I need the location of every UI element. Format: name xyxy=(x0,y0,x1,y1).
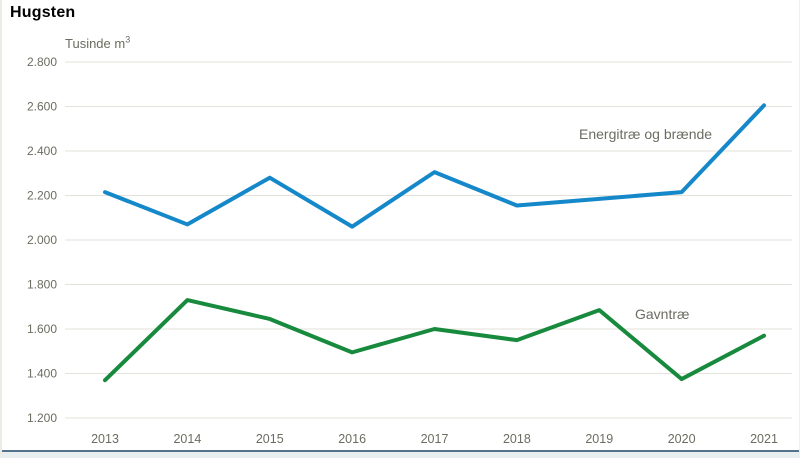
x-axis-tick-labels-group: 2013 2014 2015 2016 2017 2018 2019 2020 2021 xyxy=(91,432,778,446)
gridlines-group xyxy=(65,61,792,419)
y-tick-label: 1.200 xyxy=(27,411,57,425)
y-tick-label: 2.600 xyxy=(27,100,57,114)
y-tick-label: 2.000 xyxy=(27,233,57,247)
chart-title: Hugsten xyxy=(10,4,76,21)
x-tick-label: 2013 xyxy=(91,432,119,446)
series-line-energitr-og-br-nde xyxy=(103,103,766,229)
x-tick-label: 2015 xyxy=(256,432,284,446)
x-tick-label: 2018 xyxy=(503,432,531,446)
unit-text: Tusinde m xyxy=(65,36,126,51)
x-tick-label: 2019 xyxy=(585,432,613,446)
y-tick-label: 1.600 xyxy=(27,322,57,336)
y-tick-label: 1.400 xyxy=(27,367,57,381)
series-lines-group xyxy=(103,103,766,383)
series-label-energitrae-og-braende: Energitræ og brænde xyxy=(579,126,713,142)
series-label-gavntrae: Gavntræ xyxy=(635,306,690,322)
y-tick-label: 2.400 xyxy=(27,144,57,158)
x-tick-label: 2020 xyxy=(668,432,696,446)
x-tick-label: 2017 xyxy=(421,432,449,446)
x-tick-label: 2021 xyxy=(750,432,778,446)
unit-exponent: 3 xyxy=(125,34,131,45)
y-axis-tick-labels-group: 2.800 2.600 2.400 2.200 2.000 1.800 1.600 1.400… xyxy=(27,55,57,425)
y-axis-unit-label: Tusinde m3 xyxy=(65,34,131,51)
footer-accent-bar xyxy=(2,450,799,458)
y-tick-label: 2.800 xyxy=(27,55,57,69)
x-tick-label: 2016 xyxy=(338,432,366,446)
x-tick-label: 2014 xyxy=(173,432,201,446)
series-line-gavntr- xyxy=(103,298,766,383)
y-tick-label: 2.200 xyxy=(27,189,57,203)
y-tick-label: 1.800 xyxy=(27,278,57,292)
